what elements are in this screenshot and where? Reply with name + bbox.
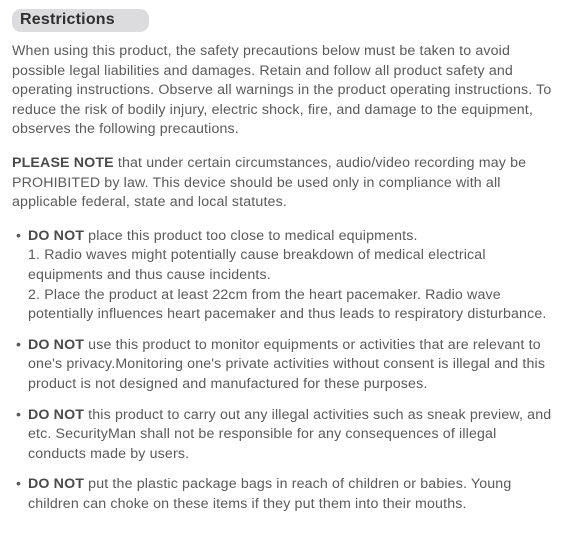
restrictions-list: • DO NOT place this product too close to… [12,227,557,515]
list-item-body: use this product to monitor equipments o… [28,337,545,392]
list-item-lead: DO NOT [28,476,84,492]
list-item: • DO NOT this product to carry out any i… [12,406,557,465]
list-item-lead: DO NOT [28,228,84,244]
document-page: Restrictions When using this product, th… [0,0,569,526]
list-item-body: put the plastic package bags in reach of… [28,476,511,512]
list-item-lead: DO NOT [28,337,84,353]
list-item-lead: DO NOT [28,407,84,423]
heading-wrap: Restrictions [12,9,557,32]
bullet-dot: • [16,475,28,495]
list-item: • DO NOT place this product too close to… [12,227,557,325]
note-lead: PLEASE NOTE [12,155,114,171]
list-item: • DO NOT put the plastic package bags in… [12,475,557,514]
intro-paragraph: When using this product, the safety prec… [12,42,557,140]
list-item: • DO NOT use this product to monitor equ… [12,336,557,395]
list-item-body: place this product too close to medical … [28,228,546,322]
bullet-dot: • [16,227,28,247]
section-heading: Restrictions [12,9,149,32]
bullet-dot: • [16,406,28,426]
note-paragraph: PLEASE NOTE that under certain circumsta… [12,154,557,213]
bullet-dot: • [16,336,28,356]
list-item-body: this product to carry out any illegal ac… [28,407,551,462]
